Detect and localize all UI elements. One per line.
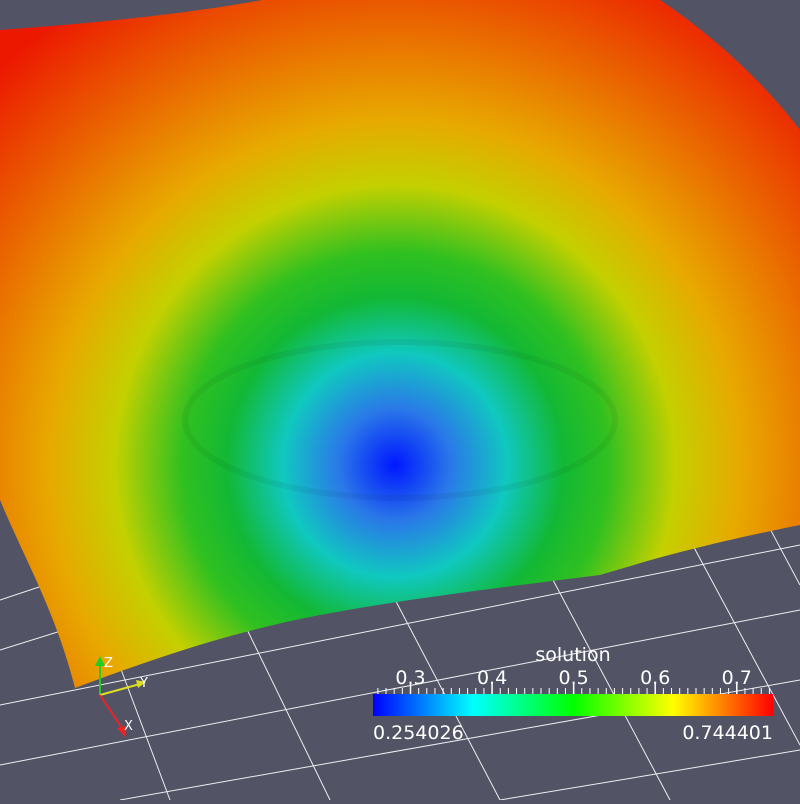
y-axis-label: Y: [139, 676, 148, 691]
y-axis-line: [99, 683, 141, 696]
legend-tick-label: 0.7: [722, 667, 752, 689]
legend-tick-label: 0.6: [640, 667, 670, 689]
color-legend[interactable]: solution 0.3 0.4 0.5 0.6 0.7 0.254026 0.7444…: [373, 644, 773, 744]
legend-tick-label: 0.3: [395, 667, 425, 689]
legend-min-label: 0.254026: [373, 722, 464, 744]
x-axis-line: [99, 694, 123, 729]
legend-max-label: 0.744401: [682, 722, 773, 744]
y-axis-arrow-icon: [136, 680, 146, 688]
legend-tick-label: 0.4: [477, 667, 507, 689]
legend-colorbar: [373, 694, 773, 716]
z-axis-label: Z: [104, 656, 113, 671]
solution-surface: [0, 0, 800, 688]
bowl-rim-shadow: [182, 339, 618, 501]
x-axis-arrow-icon: [117, 726, 126, 737]
x-axis-label: X: [124, 719, 133, 734]
legend-major-ticks: 0.3 0.4 0.5 0.6 0.7: [395, 667, 752, 694]
z-axis-arrow-icon: [95, 656, 105, 666]
legend-tick-label: 0.5: [559, 667, 589, 689]
legend-title: solution: [535, 644, 610, 666]
axes-triad: Z Y X: [95, 656, 148, 737]
